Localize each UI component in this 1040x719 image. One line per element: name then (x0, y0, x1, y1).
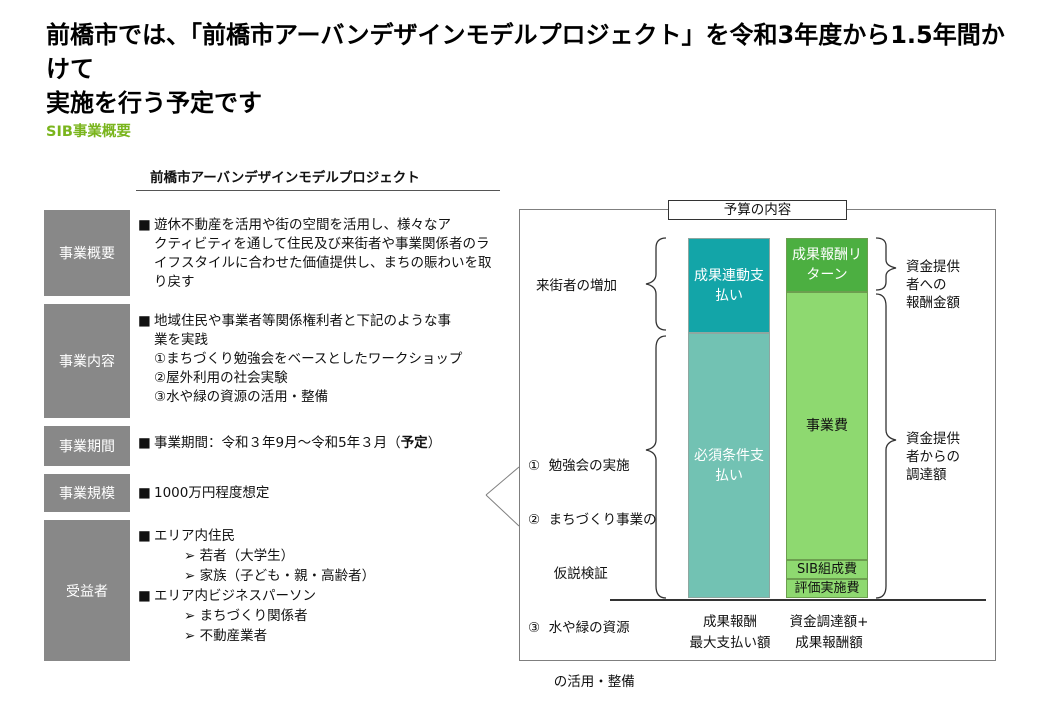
note-item: 仮説検証 (528, 566, 608, 582)
desc-line: ②屋外利用の社会実験 (154, 370, 288, 386)
bar-label: SIB組成費 (796, 562, 857, 577)
bullet-square-icon: ■ (138, 528, 151, 544)
bar-label: 成果連動支 (694, 267, 764, 284)
note-line: 調達額 (906, 467, 947, 483)
beneficiary-group: エリア内住民 (154, 528, 235, 544)
desc-line: 遊休不動産を活用や街の空間を活用し、様々なア (154, 217, 451, 233)
desc-line: クティビティを通して住民及び来街者や事業関係者のラ (154, 236, 490, 252)
right-brace-icon (875, 237, 897, 599)
note-item: ③ 水や緑の資源 (528, 620, 630, 636)
beneficiary-item: まちづくり関係者 (199, 608, 308, 624)
page-title-line1: 前橋市では、「前橋市アーバンデザインモデルプロジェクト」を令和3年度から1.5年… (46, 21, 1005, 83)
row-label-scale: 事業規模 (44, 474, 130, 512)
period-text: 事業期間：令和３年9月～令和5年３月（ (154, 435, 401, 451)
project-title-rule (136, 190, 500, 191)
arrow-bullet-icon: ➢ (184, 628, 200, 644)
row-label-overview: 事業概要 (44, 210, 130, 296)
label-max-payment: 成果報酬 最大支払い額 (678, 612, 782, 654)
bar-label: 払い (715, 467, 743, 484)
bar-evaluation-cost: 評価実施費 (786, 579, 868, 598)
bar-project-cost: 事業費 (786, 292, 868, 560)
bar-required-payment: 必須条件支 払い (688, 333, 770, 598)
project-title: 前橋市アーバンデザインモデルプロジェクト (150, 170, 420, 186)
bullet-square-icon: ■ (138, 313, 151, 329)
desc-line: 地域住民や事業者等関係権利者と下記のような事 (154, 313, 451, 329)
page-title: 前橋市では、「前橋市アーバンデザインモデルプロジェクト」を令和3年度から1.5年… (46, 18, 1016, 120)
bar-performance-payment: 成果連動支 払い (688, 238, 770, 333)
bar-label: 事業費 (806, 418, 848, 434)
row-desc-content: ■ 地域住民や事業者等関係権利者と下記のような事 業を実践 ①まちづくり勉強会をベ… (138, 312, 496, 407)
note-line: 者への (906, 277, 947, 293)
bar-reward-return: 成果報酬リ ターン (786, 238, 868, 292)
row-label-period: 事業期間 (44, 426, 130, 466)
desc-line: ③水や緑の資源の活用・整備 (154, 389, 329, 405)
row-desc-beneficiaries: ■ エリア内住民 ➢ 若者（大学生） ➢ 家族（子ども・親・高齢者） ■ エリア内ビ… (138, 526, 496, 646)
bar-label: 成果報酬リ (792, 247, 862, 263)
row-desc-scale: ■ 1000万円程度想定 (138, 484, 496, 503)
arrow-bullet-icon: ➢ (184, 568, 200, 584)
budget-caption: 予算の内容 (668, 200, 847, 220)
section-heading: SIB事業概要 (46, 124, 131, 140)
bottom-label-line: 最大支払い額 (689, 635, 771, 651)
bar-label: 払い (715, 287, 743, 304)
note-required-items: ① 勉強会の実施 ② まちづくり事業の 仮説検証 ③ 水や緑の資源 の活用・整備 (528, 421, 657, 709)
note-item: の活用・整備 (528, 674, 635, 690)
scale-text: 1000万円程度想定 (154, 485, 270, 501)
bottom-label-line: 資金調達額+ (789, 614, 869, 630)
bullet-square-icon: ■ (138, 217, 151, 233)
bullet-square-icon: ■ (138, 485, 151, 501)
label-funding-plus-reward: 資金調達額+ 成果報酬額 (780, 612, 878, 654)
bullet-square-icon: ■ (138, 435, 151, 451)
desc-line: イフスタイルに合わせた価値提供し、まちの賑わいを取 (154, 255, 492, 271)
note-reward-to-funders: 資金提供 者への 報酬金額 (906, 258, 960, 312)
note-line: 者からの (906, 449, 960, 465)
bar-label: ターン (806, 267, 848, 283)
note-funds-raised: 資金提供 者からの 調達額 (906, 430, 960, 484)
note-visitor-increase: 来街者の増加 (536, 278, 617, 294)
row-label-content: 事業内容 (44, 304, 130, 418)
diagram-baseline (610, 599, 986, 601)
bottom-label-line: 成果報酬 (703, 614, 757, 630)
note-item: ① 勉強会の実施 (528, 458, 630, 474)
row-desc-period: ■ 事業期間：令和３年9月～令和5年３月（ 予定） (138, 434, 496, 453)
bar-sib-cost: SIB組成費 (786, 560, 868, 579)
arrow-bullet-icon: ➢ (184, 608, 200, 624)
desc-line: 業を実践 (154, 332, 208, 348)
bottom-label-line: 成果報酬額 (795, 635, 863, 651)
note-line: 報酬金額 (906, 295, 960, 311)
period-bold: 予定 (400, 435, 428, 451)
beneficiary-item: 家族（子ども・親・高齢者） (199, 568, 376, 584)
beneficiary-item: 不動産業者 (199, 628, 268, 644)
bar-label: 評価実施費 (794, 581, 860, 596)
period-close: ） (427, 435, 442, 451)
desc-line: り戻す (154, 274, 195, 290)
bullet-square-icon: ■ (138, 588, 151, 604)
beneficiary-group: エリア内ビジネスパーソン (154, 588, 316, 604)
page-title-line2: 実施を行う予定です (46, 89, 262, 117)
beneficiary-item: 若者（大学生） (199, 548, 295, 564)
note-line: 資金提供 (906, 259, 960, 275)
desc-line: ①まちづくり勉強会をベースとしたワークショップ (154, 351, 463, 367)
row-label-beneficiaries: 受益者 (44, 520, 130, 661)
left-brace-icon (645, 237, 667, 599)
bar-label: 必須条件支 (694, 447, 764, 464)
note-line: 資金提供 (906, 431, 960, 447)
row-desc-overview: ■ 遊休不動産を活用や街の空間を活用し、様々なア クティビティを通して住民及び来街… (138, 216, 496, 292)
note-item: ② まちづくり事業の (528, 512, 657, 528)
arrow-bullet-icon: ➢ (184, 548, 200, 564)
